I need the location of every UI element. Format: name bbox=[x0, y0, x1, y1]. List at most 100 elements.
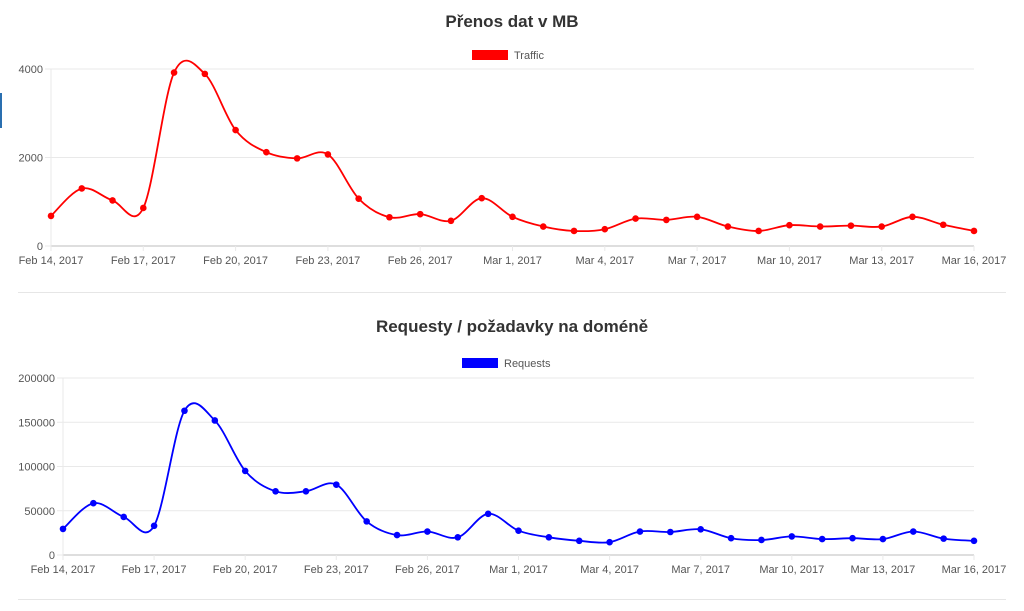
data-point[interactable] bbox=[393, 531, 401, 539]
x-tick-label: Mar 10, 2017 bbox=[757, 255, 822, 267]
data-point[interactable] bbox=[109, 197, 116, 204]
y-tick-label: 50000 bbox=[24, 506, 55, 518]
data-point[interactable] bbox=[424, 528, 431, 535]
x-tick-label: Feb 20, 2017 bbox=[203, 255, 268, 267]
x-tick-label: Feb 23, 2017 bbox=[295, 255, 360, 267]
legend-label: Requests bbox=[504, 358, 551, 370]
data-point[interactable] bbox=[263, 148, 270, 156]
x-tick-label: Feb 20, 2017 bbox=[213, 564, 278, 576]
left-edge-accent bbox=[0, 93, 2, 128]
x-tick-label: Feb 23, 2017 bbox=[304, 564, 369, 576]
data-point[interactable] bbox=[939, 221, 947, 229]
data-point[interactable] bbox=[47, 212, 55, 220]
data-point[interactable] bbox=[241, 467, 249, 475]
data-point[interactable] bbox=[78, 185, 86, 192]
x-tick-label: Feb 26, 2017 bbox=[395, 564, 460, 576]
data-point[interactable] bbox=[324, 151, 332, 158]
data-point[interactable] bbox=[363, 518, 370, 525]
data-point[interactable] bbox=[970, 227, 978, 235]
chart-separator-bottom bbox=[18, 599, 1006, 600]
legend-swatch bbox=[472, 50, 508, 60]
x-tick-label: Feb 26, 2017 bbox=[388, 255, 453, 267]
data-point[interactable] bbox=[170, 69, 178, 76]
x-tick-label: Mar 4, 2017 bbox=[580, 564, 639, 576]
data-point[interactable] bbox=[120, 513, 128, 521]
data-point[interactable] bbox=[59, 525, 67, 533]
data-point[interactable] bbox=[386, 213, 393, 221]
traffic-chart: Přenos dat v MB Traffic 0 2000 4000 Feb 14, 2… bbox=[19, 12, 1007, 267]
requests-chart: Requesty / požadavky na doméně Requests 0 5… bbox=[18, 317, 1007, 576]
data-point[interactable] bbox=[879, 535, 887, 543]
data-point[interactable] bbox=[545, 534, 553, 541]
data-point[interactable] bbox=[272, 487, 279, 495]
x-tick-label: Feb 14, 2017 bbox=[31, 564, 96, 576]
x-tick-label: Mar 16, 2017 bbox=[942, 564, 1007, 576]
data-point[interactable] bbox=[724, 223, 732, 230]
chart-title: Requesty / požadavky na doméně bbox=[376, 317, 648, 336]
x-tick-label: Feb 17, 2017 bbox=[122, 564, 187, 576]
data-point[interactable] bbox=[416, 210, 424, 218]
data-point[interactable] bbox=[90, 499, 97, 507]
data-point[interactable] bbox=[509, 213, 516, 221]
data-point[interactable] bbox=[211, 417, 219, 424]
data-point[interactable] bbox=[667, 528, 674, 536]
data-point[interactable] bbox=[788, 533, 796, 540]
data-point[interactable] bbox=[447, 217, 455, 225]
x-tick-label: Feb 14, 2017 bbox=[19, 255, 84, 267]
x-tick-label: Mar 7, 2017 bbox=[668, 255, 727, 267]
data-point[interactable] bbox=[293, 155, 301, 162]
y-tick-label: 2000 bbox=[19, 153, 43, 165]
y-tick-label: 0 bbox=[49, 550, 55, 562]
data-point[interactable] bbox=[909, 213, 916, 221]
data-point[interactable] bbox=[636, 528, 644, 535]
x-tick-label: Mar 13, 2017 bbox=[849, 255, 914, 267]
data-point[interactable] bbox=[150, 522, 158, 530]
data-point[interactable] bbox=[606, 538, 613, 546]
data-point[interactable] bbox=[818, 535, 826, 543]
data-point[interactable] bbox=[232, 126, 239, 134]
data-point[interactable] bbox=[355, 195, 362, 202]
series-line bbox=[50, 59, 975, 233]
data-point[interactable] bbox=[570, 227, 578, 235]
data-point[interactable] bbox=[970, 537, 978, 545]
data-point[interactable] bbox=[878, 223, 885, 230]
requests-chart-panel: Requesty / požadavky na doméně Requests 0 5… bbox=[0, 305, 1024, 590]
data-point[interactable] bbox=[663, 216, 670, 224]
x-tick-label: Mar 1, 2017 bbox=[483, 255, 542, 267]
data-point[interactable] bbox=[758, 536, 765, 544]
data-point[interactable] bbox=[575, 537, 583, 545]
data-point[interactable] bbox=[727, 534, 735, 542]
x-tick-label: Mar 13, 2017 bbox=[850, 564, 915, 576]
data-point[interactable] bbox=[601, 225, 609, 233]
x-tick-label: Mar 1, 2017 bbox=[489, 564, 548, 576]
data-point[interactable] bbox=[755, 227, 762, 235]
y-tick-label: 200000 bbox=[18, 373, 55, 385]
traffic-chart-panel: Přenos dat v MB Traffic 0 2000 4000 Feb 14, 2… bbox=[0, 0, 1024, 285]
data-point[interactable] bbox=[816, 223, 824, 230]
y-tick-label: 100000 bbox=[18, 462, 55, 474]
data-point[interactable] bbox=[454, 534, 462, 541]
data-point[interactable] bbox=[849, 534, 856, 542]
x-tick-label: Mar 4, 2017 bbox=[575, 255, 634, 267]
data-point[interactable] bbox=[847, 222, 855, 229]
x-tick-label: Feb 17, 2017 bbox=[111, 255, 176, 267]
data-point[interactable] bbox=[539, 223, 547, 230]
data-point[interactable] bbox=[697, 526, 704, 533]
chart-title: Přenos dat v MB bbox=[445, 12, 578, 31]
data-point[interactable] bbox=[181, 407, 188, 415]
data-point[interactable] bbox=[140, 204, 147, 212]
data-point[interactable] bbox=[333, 481, 340, 488]
data-point[interactable] bbox=[478, 194, 486, 202]
data-point[interactable] bbox=[632, 215, 639, 222]
data-point[interactable] bbox=[940, 535, 947, 542]
data-point[interactable] bbox=[909, 528, 917, 535]
data-point[interactable] bbox=[484, 510, 492, 518]
chart-separator-top bbox=[18, 292, 1006, 293]
data-point[interactable] bbox=[302, 487, 310, 495]
legend-swatch bbox=[462, 358, 498, 368]
data-point[interactable] bbox=[786, 221, 793, 229]
data-point[interactable] bbox=[515, 527, 522, 534]
x-tick-label: Mar 7, 2017 bbox=[671, 564, 730, 576]
data-point[interactable] bbox=[201, 70, 209, 78]
data-point[interactable] bbox=[693, 213, 701, 221]
